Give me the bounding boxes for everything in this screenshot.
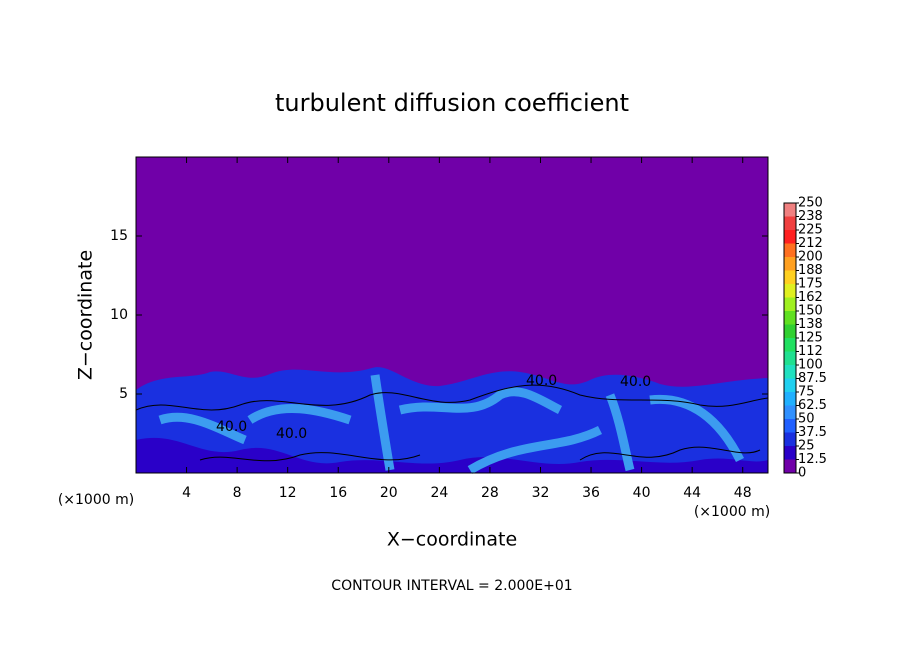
field-region <box>136 437 768 473</box>
y-tick-label: 10 <box>110 307 128 323</box>
x-tick-label: 40 <box>633 485 651 501</box>
colorbar-segment <box>784 365 796 379</box>
colorbar-segment <box>784 446 796 460</box>
colorbar-label: 138 <box>798 317 823 332</box>
x-tick-label: 28 <box>481 485 499 501</box>
colorbar-segment <box>784 419 796 433</box>
colorbar-segment <box>784 432 796 446</box>
colorbar-label: 200 <box>798 250 823 265</box>
colorbar-segment <box>784 230 796 244</box>
colorbar-segment <box>784 243 796 257</box>
colorbar-segment <box>784 351 796 365</box>
x-unit: (×1000 m) <box>694 504 770 520</box>
footer-note: CONTOUR INTERVAL = 2.000E+01 <box>331 578 572 594</box>
contour-label: 40.0 <box>620 374 651 390</box>
y-tick-label: 15 <box>110 228 128 244</box>
contour-lines <box>135 384 769 462</box>
colorbar-label: 0 <box>798 466 806 481</box>
x-tick-label: 48 <box>734 485 752 501</box>
contour-label: 40.0 <box>276 426 307 442</box>
contour-label: 40.0 <box>526 373 557 389</box>
y-axis-label: Z−coordinate <box>75 250 97 380</box>
colorbar-label: 175 <box>798 277 823 292</box>
colorbar-label: 100 <box>798 358 823 373</box>
chart-title: turbulent diffusion coefficient <box>275 89 629 117</box>
colorbar-label: 112 <box>798 344 823 359</box>
colorbar-segment <box>784 324 796 338</box>
contour-label: 40.0 <box>216 419 247 435</box>
field <box>135 157 769 474</box>
x-tick-label: 20 <box>380 485 398 501</box>
colorbar-label: 50 <box>798 412 815 427</box>
colorbar-segment <box>784 392 796 406</box>
colorbar-segment <box>784 270 796 284</box>
field-swirls <box>158 374 745 474</box>
colorbar-label: 188 <box>798 263 823 278</box>
y-unit: (×1000 m) <box>58 492 134 508</box>
colorbar-label: 225 <box>798 223 823 238</box>
colorbar-segment <box>784 297 796 311</box>
colorbar-segment <box>784 378 796 392</box>
x-axis-label: X−coordinate <box>387 529 517 551</box>
colorbar-segment <box>784 257 796 271</box>
field-region <box>136 367 768 473</box>
x-tick-label: 44 <box>683 485 701 501</box>
colorbar-segment <box>784 284 796 298</box>
colorbar-label: 250 <box>798 196 823 211</box>
x-tick-label: 8 <box>233 485 242 501</box>
colorbar-label: 238 <box>798 209 823 224</box>
x-tick-label: 36 <box>582 485 600 501</box>
colorbar-segment <box>784 216 796 230</box>
x-tick-label: 4 <box>182 485 191 501</box>
x-tick-label: 12 <box>279 485 297 501</box>
x-tick-label: 32 <box>532 485 550 501</box>
colorbar-label: 75 <box>798 385 815 400</box>
colorbar-segment <box>784 459 796 473</box>
colorbar-segment <box>784 203 796 217</box>
y-tick-label: 5 <box>119 386 128 402</box>
colorbar-label: 150 <box>798 304 823 319</box>
colorbar-label: 212 <box>798 236 823 251</box>
colorbar-segment <box>784 311 796 325</box>
colorbar-label: 87.5 <box>798 371 827 386</box>
x-tick-label: 16 <box>329 485 347 501</box>
colorbar-label: 37.5 <box>798 425 827 440</box>
x-tick-label: 24 <box>430 485 448 501</box>
colorbar-label: 12.5 <box>798 452 827 467</box>
colorbar-label: 62.5 <box>798 398 827 413</box>
colorbar-label: 125 <box>798 331 823 346</box>
colorbar-label: 25 <box>798 439 815 454</box>
colorbar-segment <box>784 405 796 419</box>
colorbar-segment <box>784 338 796 352</box>
colorbar-label: 162 <box>798 290 823 305</box>
